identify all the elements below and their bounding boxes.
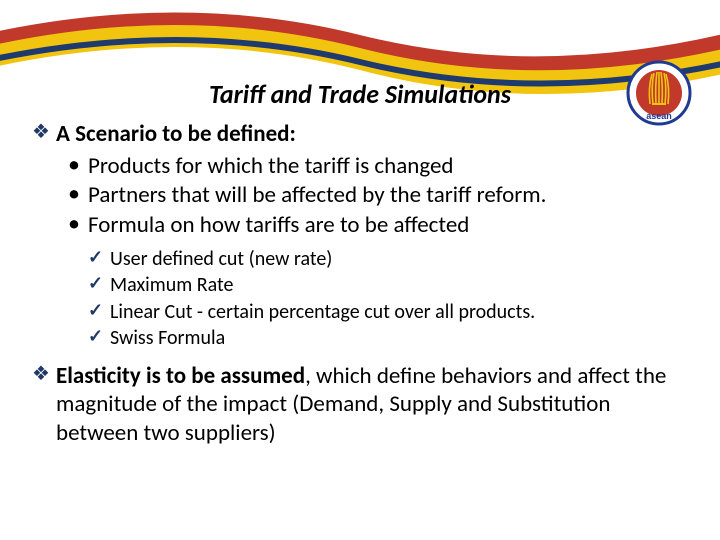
formula-item: User defined cut (new rate): [88, 246, 688, 272]
scenario-item: Formula on how tariffs are to be affecte…: [68, 211, 688, 240]
scenario-list: Products for which the tariff is changed…: [68, 152, 688, 240]
formula-item: Linear Cut - certain percentage cut over…: [88, 299, 688, 325]
formula-item: Swiss Formula: [88, 325, 688, 351]
formula-list: User defined cut (new rate) Maximum Rate…: [88, 246, 688, 352]
asean-logo: asean: [626, 60, 692, 126]
scenario-item: Partners that will be affected by the ta…: [68, 181, 688, 210]
slide-title: Tariff and Trade Simulations: [0, 78, 720, 110]
scenario-item: Products for which the tariff is changed: [68, 152, 688, 181]
formula-item: Maximum Rate: [88, 272, 688, 298]
logo-text: asean: [646, 111, 672, 121]
slide-content: A Scenario to be defined: Products for w…: [32, 120, 688, 451]
scenario-heading-text: A Scenario to be defined:: [56, 120, 296, 148]
elasticity-item: Elasticity is to be assumed, which defin…: [32, 362, 688, 448]
elasticity-bold: Elasticity is to be assumed: [56, 362, 305, 390]
scenario-heading: A Scenario to be defined:: [32, 120, 688, 149]
